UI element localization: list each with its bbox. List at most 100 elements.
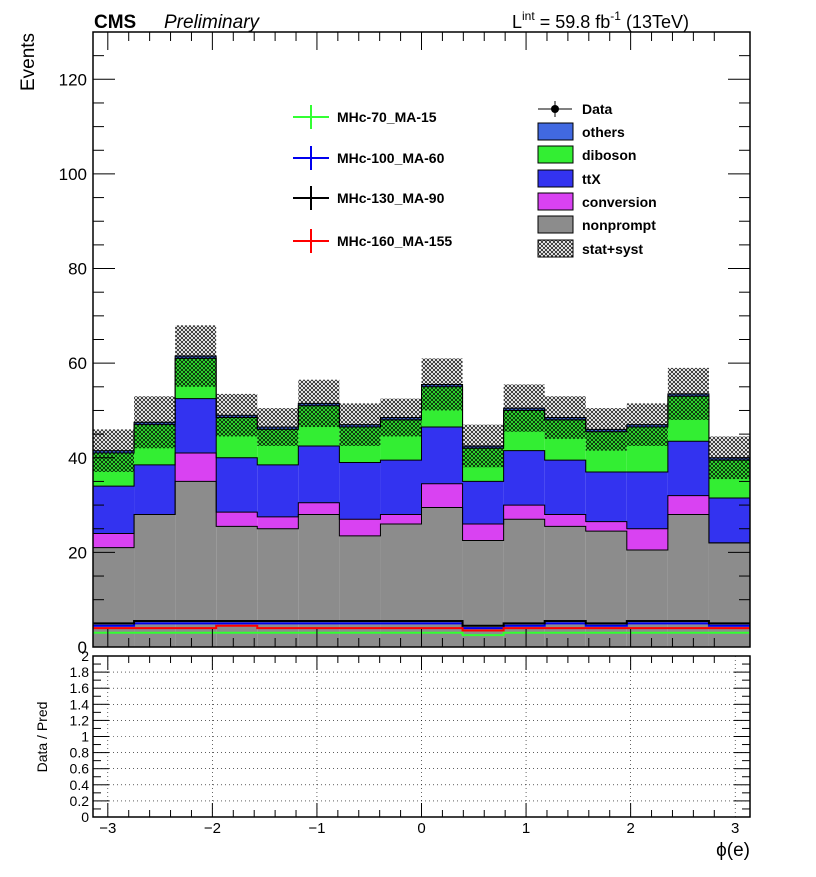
ratio-grid	[93, 655, 750, 818]
lumi-exp: -1	[610, 9, 621, 23]
legend-swatch-uncertainty	[538, 240, 573, 257]
signal-line-MHc-70_MA-15	[93, 631, 750, 637]
y-tick-label: 80	[68, 260, 87, 279]
legend-label-diboson: diboson	[582, 147, 636, 163]
lumi-label: Lint = 59.8 fb-1 (13TeV)	[512, 9, 689, 32]
uncertainty-band	[462, 424, 504, 468]
y-tick-label: 120	[59, 70, 87, 89]
bar-nonprompt	[667, 514, 709, 647]
bar-nonprompt	[298, 514, 340, 647]
legend-label-others: others	[582, 124, 625, 140]
bar-conversion	[175, 453, 217, 482]
y-tick-label: 100	[59, 165, 87, 184]
bar-ttX	[667, 441, 709, 496]
bar-ttX	[93, 486, 135, 534]
ratio-y-tick-label: 1.2	[70, 712, 90, 728]
bar-conversion	[667, 495, 709, 515]
ratio-y-tick-label: 1	[81, 729, 89, 745]
x-tick-label: −3	[99, 820, 116, 837]
uncertainty-band	[339, 403, 381, 446]
ratio-y-tick-label: 0.2	[70, 793, 90, 809]
bar-nonprompt	[93, 547, 135, 647]
signal-layer	[93, 619, 750, 637]
uncertainty-band	[626, 403, 668, 446]
lumi-suffix: (13TeV)	[621, 12, 689, 32]
bar-nonprompt	[544, 526, 586, 647]
main-y-title: Events	[18, 33, 39, 91]
bar-ttX	[544, 460, 586, 515]
bar-ttX	[257, 464, 299, 517]
bar-nonprompt	[134, 514, 176, 647]
x-tick-label: 1	[522, 820, 530, 837]
y-tick-label: 60	[68, 354, 87, 373]
bar-nonprompt	[462, 540, 504, 647]
ratio-y-tick-label: 0	[81, 809, 89, 825]
uncertainty-band	[93, 429, 135, 472]
y-tick-label: 20	[68, 543, 87, 562]
bar-conversion	[421, 483, 463, 508]
bar-conversion	[257, 516, 299, 529]
uncertainty-layer	[93, 325, 750, 480]
lumi-sup: int	[522, 9, 535, 23]
lumi-mid: = 59.8 fb	[535, 12, 611, 32]
bar-nonprompt	[380, 524, 422, 647]
bar-ttX	[503, 450, 545, 506]
bar-conversion	[626, 528, 668, 551]
ratio-y-tick-label: 0.8	[70, 745, 90, 761]
x-tick-label: 2	[626, 820, 634, 837]
bar-conversion	[216, 512, 258, 527]
bar-ttX	[380, 460, 422, 515]
bar-conversion	[462, 524, 504, 541]
bar-conversion	[585, 521, 627, 532]
ratio-y-title: Data / Pred	[34, 702, 50, 773]
x-tick-label: 3	[731, 820, 739, 837]
outline-conversion	[93, 452, 750, 544]
uncertainty-band	[175, 325, 217, 387]
bar-nonprompt	[626, 550, 668, 647]
ratio-y-tick-label: 1.6	[70, 680, 90, 696]
uncertainty-band	[421, 358, 463, 411]
y-tick-label: 40	[68, 449, 87, 468]
x-tick-label: 0	[417, 820, 425, 837]
background-legend: Data others diboson ttX conversion nonprompt s…	[537, 101, 657, 258]
uncertainty-band	[298, 379, 340, 428]
legend-swatch-ttX	[537, 169, 574, 188]
legend-label-ttX: ttX	[582, 171, 601, 187]
signal-line-MHc-100_MA-60	[93, 622, 750, 630]
legend-label-MHc-130_MA-90: MHc-130_MA-90	[337, 190, 445, 206]
bar-ttX	[175, 398, 217, 454]
signal-legend: MHc-70_MA-15 MHc-100_MA-60 MHc-130_MA-90 MH…	[293, 105, 452, 253]
ratio-x-axis: −3 −2 −1 0 1 2 3	[99, 656, 739, 837]
legend-swatch-conversion	[537, 192, 574, 211]
ratio-y-tick-label: 0.4	[70, 777, 90, 793]
bar-nonprompt	[708, 542, 750, 647]
legend-label-nonprompt: nonprompt	[582, 217, 656, 233]
signal-line-MHc-160_MA-155	[93, 624, 750, 632]
ratio-panel: 00.20.40.60.811.21.41.61.82 −3 −2 −1 0 1 2 3 D…	[34, 648, 751, 861]
uncertainty-band	[134, 396, 176, 449]
lumi-prefix: L	[512, 12, 522, 32]
legend-label-MHc-100_MA-60: MHc-100_MA-60	[337, 150, 445, 166]
legend-swatch-diboson	[537, 145, 574, 164]
signal-line-MHc-130_MA-90	[93, 619, 750, 627]
legend-swatch-others	[537, 122, 574, 141]
bar-nonprompt	[175, 481, 217, 647]
uncertainty-band	[380, 398, 422, 437]
bar-ttX	[462, 481, 504, 524]
uncertainty-band	[503, 384, 545, 432]
main-y-axis: 0 20 40 60 80 100 120	[59, 31, 750, 657]
bar-conversion	[503, 505, 545, 520]
bar-nonprompt	[257, 528, 299, 647]
bar-nonprompt	[216, 526, 258, 647]
bar-conversion	[380, 514, 422, 524]
bar-nonprompt	[585, 531, 627, 647]
x-axis-title: ϕ(e)	[716, 840, 750, 861]
legend-swatch-nonprompt	[537, 215, 574, 234]
ratio-y-tick-label: 1.4	[70, 696, 90, 712]
bar-conversion	[298, 502, 340, 515]
legend-label-MHc-160_MA-155: MHc-160_MA-155	[337, 233, 452, 249]
bar-ttX	[134, 464, 176, 515]
x-tick-label: −1	[308, 820, 325, 837]
